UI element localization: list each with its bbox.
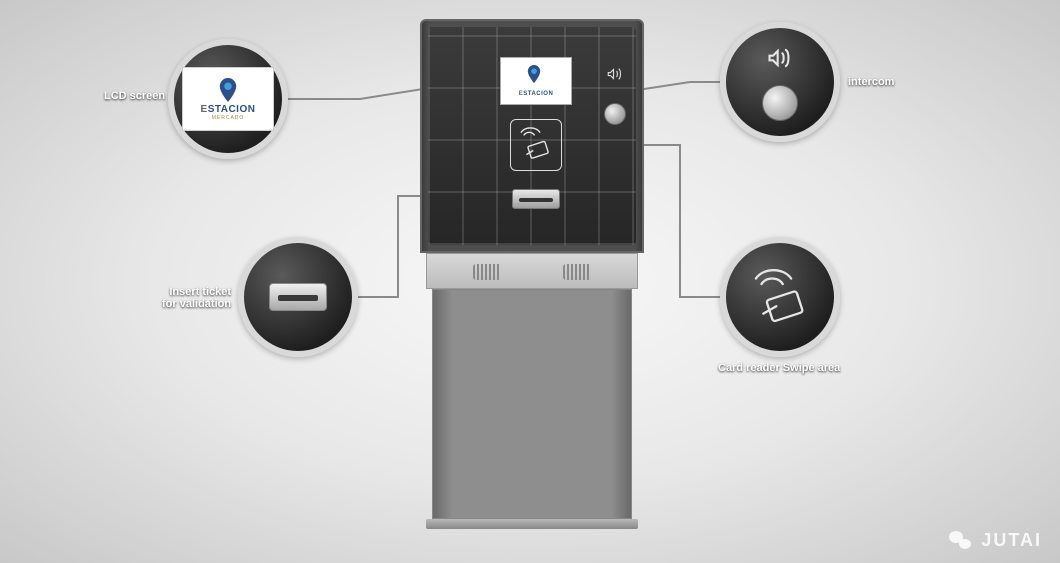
speaker-grill-right <box>563 264 591 280</box>
kiosk-lcd-screen: ESTACION <box>500 57 572 105</box>
kiosk-upper-panel: ESTACION <box>420 19 644 253</box>
kiosk-foot <box>426 519 638 529</box>
kiosk-intercom-button <box>604 103 626 125</box>
logo-pin-icon <box>527 65 545 89</box>
ticket-slot-icon <box>269 283 327 311</box>
kiosk-base <box>432 289 632 519</box>
watermark: JUTAI <box>949 529 1042 551</box>
watermark-text: JUTAI <box>981 530 1042 551</box>
callout-card-reader <box>720 237 840 357</box>
logo-pin-icon <box>219 78 237 102</box>
kiosk-ticket-slot <box>512 189 560 209</box>
kiosk: ESTACION <box>420 19 644 529</box>
logo-sub: MERCADO <box>212 115 245 121</box>
lcd-logo-card: ESTACION MERCADO <box>182 67 274 131</box>
speaker-icon <box>606 65 624 83</box>
wechat-icon <box>949 529 971 551</box>
ticket-label: Insert ticket for validation <box>162 286 231 310</box>
callout-intercom <box>720 22 840 142</box>
logo-prefix: E <box>201 104 208 115</box>
card-reader-label: Card reader Swipe area <box>718 362 840 374</box>
speaker-grill-left <box>473 264 501 280</box>
lcd-label: LCD screen <box>104 90 165 102</box>
kiosk-nfc-area <box>510 119 562 171</box>
diagram-stage: ESTACION <box>0 0 1060 563</box>
logo-rest: STACION <box>523 91 553 97</box>
logo-rest: STACION <box>208 104 256 115</box>
nfc-icon <box>743 260 817 334</box>
kiosk-mid-panel <box>426 253 638 289</box>
speaker-icon <box>766 44 794 77</box>
intercom-button-icon <box>762 85 798 121</box>
callout-ticket <box>238 237 358 357</box>
intercom-label: intercom <box>848 76 894 88</box>
callout-lcd: ESTACION MERCADO <box>168 39 288 159</box>
kiosk-intercom <box>600 65 630 125</box>
